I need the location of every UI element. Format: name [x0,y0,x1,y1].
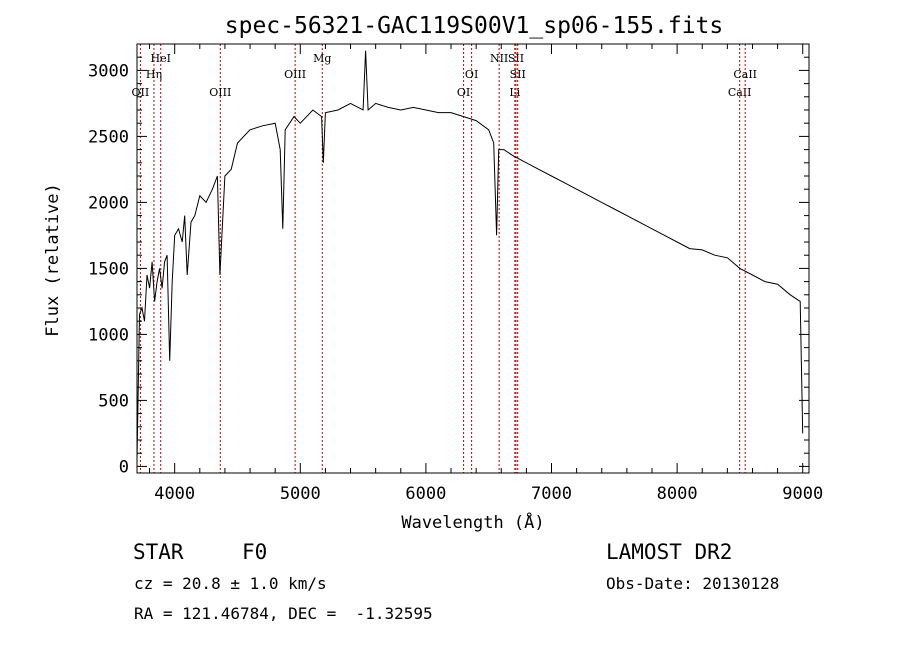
x-tick-label: 4000 [154,484,195,504]
line-marker-label: OIII [209,86,231,99]
chart-title: spec-56321-GAC119S00V1_sp06-155.fits [225,13,724,39]
coordinates-text: RA = 121.46784, DEC = -1.32595 [134,604,433,623]
spectrum-line [136,50,804,460]
object-class: STAR [133,540,184,564]
y-tick-label: 0 [119,457,129,477]
y-tick-label: 500 [98,391,129,411]
line-marker-label: Li [509,86,520,99]
y-tick-label: 1500 [88,259,129,279]
line-marker-label: OIII [284,68,306,81]
y-tick-label: 1000 [88,325,129,345]
line-marker-label: NII [490,52,508,65]
line-marker-label: OII [132,86,150,99]
line-marker-label: SII [510,68,526,81]
line-marker-label: Mg [313,52,331,65]
line-markers: OII HeI Hη OIII OIII Mg OI OI NII SII SII Li CaII CaI… [132,44,757,473]
plot-frame [136,43,810,474]
y-axis-label: Flux (relative) [43,183,63,337]
y-tick-label: 2500 [88,127,129,147]
line-marker-label: CaII [728,86,752,99]
x-tick-label: 5000 [280,484,321,504]
survey-name: LAMOST DR2 [606,540,733,564]
x-tick-label: 8000 [657,484,698,504]
line-marker-label: CaII [733,68,757,81]
line-marker-label: SII [508,52,524,65]
line-marker-label: OI [465,68,478,81]
y-axis: 0 500 1000 1500 2000 2500 3000 [88,56,809,477]
x-axis-label: Wavelength (Å) [401,511,544,533]
y-tick-label: 3000 [88,61,129,81]
line-marker-label: HeI [151,52,171,65]
x-tick-label: 7000 [531,484,572,504]
y-tick-label: 2000 [88,193,129,213]
spectrum-layer [136,50,804,460]
obs-date-text: Obs-Date: 20130128 [606,574,780,593]
object-subclass: F0 [242,540,268,564]
x-tick-label: 6000 [405,484,446,504]
x-axis: 4000 5000 6000 7000 8000 9000 [149,44,823,504]
line-marker-label: OI [457,86,470,99]
x-tick-label: 9000 [782,484,823,504]
line-marker-label: Hη [146,68,162,81]
redshift-text: cz = 20.8 ± 1.0 km/s [134,574,327,593]
